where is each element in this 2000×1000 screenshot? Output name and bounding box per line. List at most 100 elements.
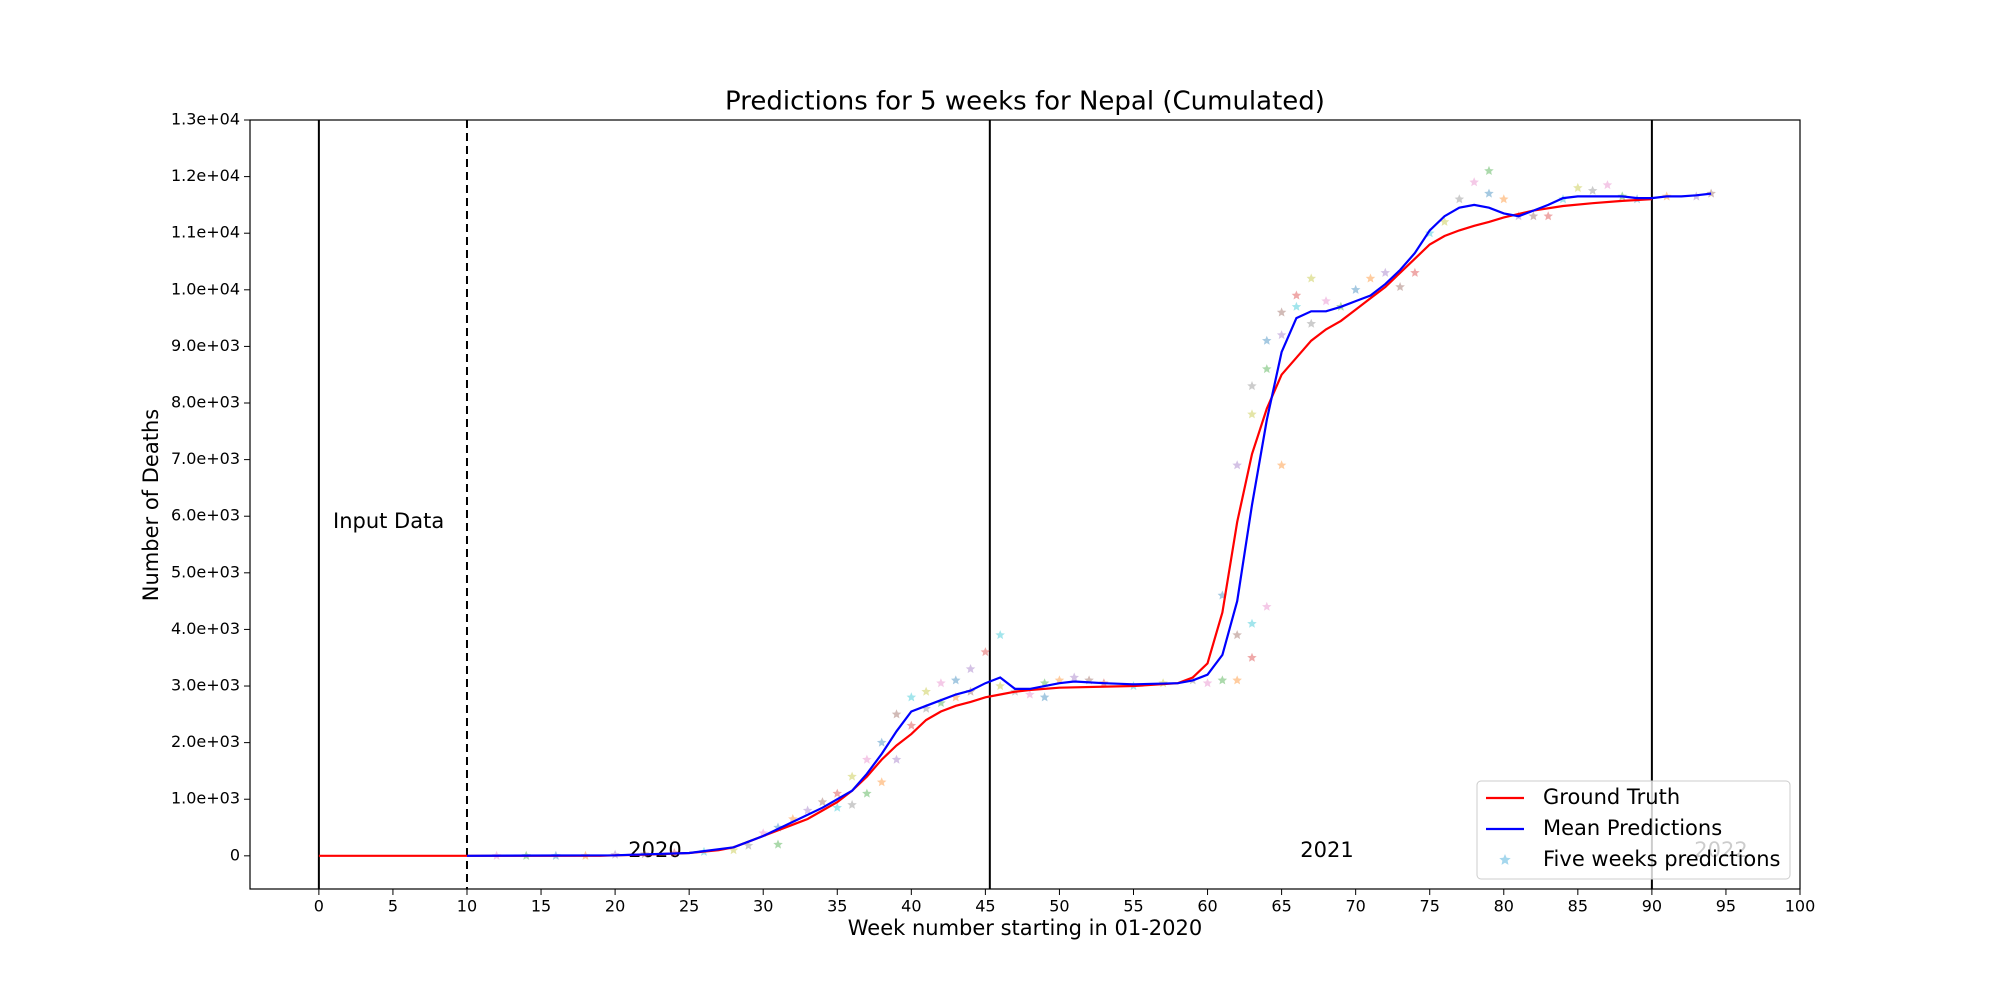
star-point bbox=[1247, 618, 1257, 628]
star-point bbox=[1365, 273, 1376, 283]
star-point bbox=[1291, 290, 1302, 300]
star-point bbox=[862, 788, 872, 798]
star-point bbox=[1276, 460, 1287, 470]
star-point bbox=[758, 828, 768, 838]
star-point bbox=[891, 754, 902, 764]
star-point bbox=[1069, 672, 1079, 682]
star-point bbox=[995, 630, 1005, 640]
star-point bbox=[1291, 301, 1302, 311]
star-point bbox=[1499, 194, 1509, 204]
y-tick-label: 1.2e+04 bbox=[171, 166, 240, 185]
star-point bbox=[965, 664, 976, 674]
y-tick-label: 1.1e+04 bbox=[171, 223, 240, 242]
star-point bbox=[936, 698, 946, 707]
x-tick-label: 55 bbox=[1123, 897, 1143, 916]
star-point bbox=[1306, 318, 1316, 328]
star-point bbox=[876, 777, 887, 787]
x-tick-label: 15 bbox=[531, 897, 551, 916]
star-point bbox=[847, 799, 857, 809]
star-point bbox=[1469, 177, 1479, 187]
y-tick-label: 3.0e+03 bbox=[171, 676, 240, 695]
star-point bbox=[1706, 188, 1716, 198]
star-point bbox=[1350, 284, 1361, 294]
y-tick-label: 4.0e+03 bbox=[171, 619, 240, 638]
x-tick-label: 50 bbox=[1049, 897, 1069, 916]
chart-title: Predictions for 5 weeks for Nepal (Cumul… bbox=[725, 87, 1325, 117]
star-point bbox=[1276, 330, 1287, 340]
star-point bbox=[1247, 381, 1257, 391]
star-point bbox=[1217, 675, 1228, 685]
star-point bbox=[1276, 307, 1287, 317]
x-tick-label: 85 bbox=[1568, 897, 1588, 916]
star-point bbox=[1587, 185, 1598, 195]
legend-label: Mean Predictions bbox=[1543, 816, 1722, 840]
star-point bbox=[1262, 364, 1272, 374]
y-tick-label: 1.3e+04 bbox=[171, 110, 240, 129]
star-point bbox=[1484, 165, 1494, 175]
y-tick-label: 7.0e+03 bbox=[171, 449, 240, 468]
legend-label: Five weeks predictions bbox=[1543, 847, 1781, 871]
x-tick-label: 70 bbox=[1345, 897, 1365, 916]
plot-frame bbox=[249, 119, 1801, 890]
x-tick-label: 5 bbox=[388, 897, 398, 916]
x-tick-label: 10 bbox=[457, 897, 477, 916]
y-tick-label: 5.0e+03 bbox=[171, 562, 240, 581]
annotation: 2020 bbox=[628, 838, 681, 862]
star-point bbox=[1202, 678, 1213, 688]
star-point bbox=[1439, 216, 1450, 226]
star-point bbox=[773, 839, 783, 849]
star-point bbox=[832, 802, 842, 812]
star-point bbox=[891, 709, 902, 719]
legend-label: Ground Truth bbox=[1543, 785, 1680, 809]
star-point bbox=[951, 692, 961, 702]
y-tick-label: 1.0e+03 bbox=[171, 789, 240, 808]
x-tick-label: 90 bbox=[1642, 897, 1662, 916]
star-point bbox=[847, 771, 857, 781]
x-tick-label: 45 bbox=[975, 897, 995, 916]
legend-marker bbox=[1499, 854, 1511, 865]
star-point bbox=[906, 692, 917, 702]
y-tick-label: 8.0e+03 bbox=[171, 393, 240, 412]
star-point bbox=[1247, 409, 1257, 419]
y-tick-label: 6.0e+03 bbox=[171, 506, 240, 525]
line-series bbox=[318, 198, 1652, 857]
star-point bbox=[1454, 194, 1465, 204]
x-tick-label: 60 bbox=[1197, 897, 1217, 916]
x-tick-label: 0 bbox=[314, 897, 324, 916]
x-axis-label: Week number starting in 01-2020 bbox=[848, 916, 1202, 940]
x-tick-label: 30 bbox=[753, 897, 773, 916]
star-point bbox=[995, 681, 1005, 691]
star-point bbox=[1025, 689, 1035, 699]
star-point bbox=[1484, 188, 1494, 198]
star-point bbox=[1410, 267, 1420, 277]
y-tick-label: 0 bbox=[230, 845, 240, 864]
star-point bbox=[1528, 211, 1539, 221]
star-point bbox=[921, 686, 931, 696]
star-point bbox=[1573, 182, 1583, 192]
star-point bbox=[1232, 460, 1242, 470]
star-point bbox=[1395, 282, 1405, 291]
star-point bbox=[951, 675, 961, 685]
star-point bbox=[876, 737, 887, 747]
annotation: 2021 bbox=[1300, 838, 1353, 862]
y-tick-label: 2.0e+03 bbox=[171, 732, 240, 751]
legend-box bbox=[1476, 780, 1791, 880]
star-point bbox=[1602, 180, 1613, 190]
star-point bbox=[1232, 630, 1242, 640]
x-tick-label: 75 bbox=[1420, 897, 1440, 916]
star-point bbox=[1262, 601, 1272, 611]
annotation: Input Data bbox=[333, 509, 444, 533]
x-tick-label: 40 bbox=[901, 897, 921, 916]
star-point bbox=[1306, 273, 1316, 283]
star-point bbox=[1039, 692, 1050, 702]
star-point bbox=[1232, 675, 1242, 685]
star-point bbox=[1321, 296, 1331, 306]
star-point bbox=[817, 797, 828, 807]
x-tick-label: 65 bbox=[1271, 897, 1291, 916]
star-point bbox=[802, 805, 813, 815]
star-point bbox=[936, 678, 946, 688]
x-tick-label: 35 bbox=[827, 897, 847, 916]
y-axis-label: Number of Deaths bbox=[139, 409, 163, 601]
x-tick-label: 100 bbox=[1785, 897, 1816, 916]
